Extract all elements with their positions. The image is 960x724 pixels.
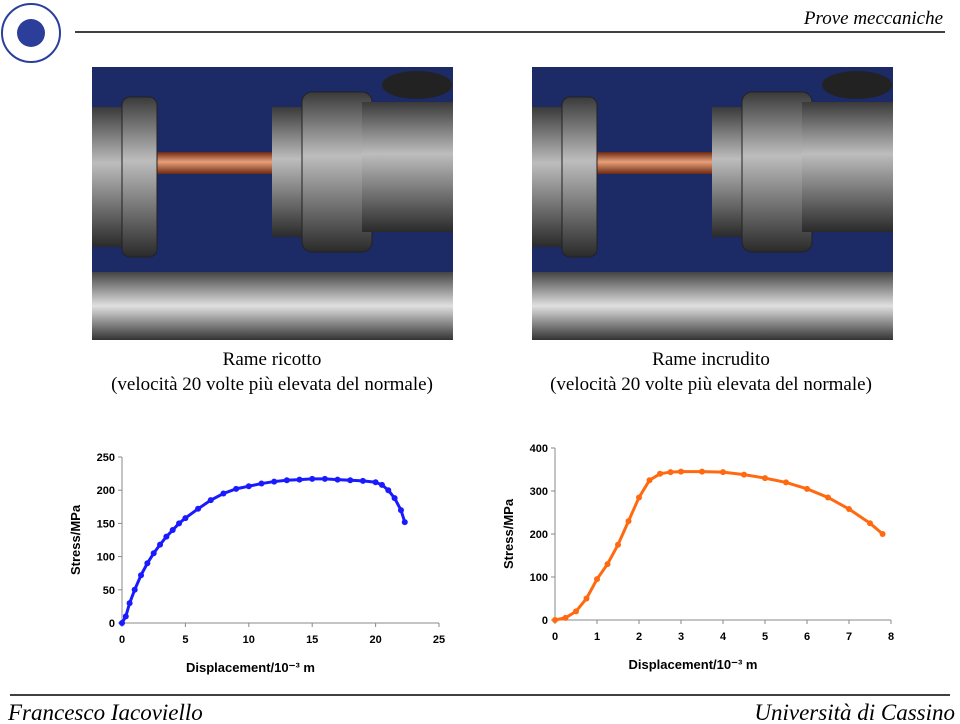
data-point <box>562 614 569 621</box>
x-tick-label: 2 <box>636 631 642 643</box>
x-tick-label: 0 <box>552 631 558 643</box>
data-point <box>150 550 157 557</box>
data-point <box>646 477 653 484</box>
data-point <box>309 475 316 482</box>
data-point <box>401 519 408 526</box>
data-point <box>583 595 590 602</box>
y-tick-label: 250 <box>97 452 115 464</box>
subcaption: (velocità 20 volte più elevata del norma… <box>111 374 433 395</box>
x-axis-label: Displacement/10⁻³ m <box>186 660 315 675</box>
data-point <box>385 487 392 494</box>
data-point <box>372 479 379 486</box>
header-title: Prove meccaniche <box>803 8 943 29</box>
x-tick-label: 20 <box>369 634 381 646</box>
x-tick-label: 0 <box>119 634 125 646</box>
data-point <box>573 608 579 615</box>
data-point <box>552 617 558 623</box>
x-axis-label: Displacement/10⁻³ m <box>629 657 758 672</box>
y-tick-label: 100 <box>97 552 115 564</box>
x-tick-label: 6 <box>804 631 810 643</box>
y-tick-label: 100 <box>530 572 548 584</box>
data-point <box>657 470 663 477</box>
data-point <box>636 494 642 501</box>
data-point <box>138 572 145 579</box>
data-point <box>122 613 129 620</box>
data-line <box>120 477 407 624</box>
data-point <box>334 476 341 483</box>
y-tick-label: 200 <box>97 485 115 497</box>
data-point <box>625 518 632 525</box>
data-point <box>667 469 674 476</box>
logo-center <box>17 19 45 47</box>
data-point <box>825 494 831 501</box>
data-point <box>783 479 789 486</box>
data-point <box>207 497 214 504</box>
x-tick-label: 8 <box>888 631 894 643</box>
x-tick-label: 4 <box>720 631 727 643</box>
data-point <box>741 471 747 478</box>
data-point <box>296 476 303 483</box>
data-point <box>804 485 810 492</box>
x-tick-label: 5 <box>182 634 188 646</box>
y-tick-label: 0 <box>109 618 115 630</box>
data-point <box>594 576 600 583</box>
data-point <box>258 480 265 487</box>
subcaption: (velocità 20 volte più elevata del norma… <box>550 374 872 395</box>
y-tick-label: 0 <box>542 615 548 627</box>
x-tick-label: 1 <box>594 631 600 643</box>
data-point <box>699 468 705 475</box>
data-point <box>720 469 726 476</box>
data-point <box>126 600 133 607</box>
data-point <box>176 520 183 527</box>
footer-author: Francesco Iacoviello <box>7 700 203 724</box>
x-tick-label: 3 <box>678 631 684 643</box>
data-point <box>157 541 164 548</box>
y-tick-label: 200 <box>530 529 548 541</box>
data-point <box>271 478 278 485</box>
data-point <box>615 541 621 548</box>
data-point <box>678 468 684 475</box>
caption: Rame ricotto <box>223 349 322 370</box>
data-point <box>391 495 398 502</box>
data-point <box>879 531 886 537</box>
data-point <box>378 481 385 488</box>
y-tick-label: 50 <box>103 585 115 597</box>
data-point <box>119 620 125 626</box>
y-tick-label: 150 <box>97 518 115 530</box>
data-point <box>220 490 227 497</box>
data-point <box>359 477 366 484</box>
y-tick-label: 400 <box>530 443 548 455</box>
photo <box>91 66 454 341</box>
y-axis-label: Stress/MPa <box>68 504 83 575</box>
data-point <box>321 475 328 482</box>
data-point <box>867 520 873 527</box>
y-axis-label: Stress/MPa <box>501 498 516 569</box>
caption: Rame incrudito <box>652 349 770 370</box>
data-point <box>762 475 768 482</box>
data-line <box>554 470 884 622</box>
data-point <box>283 477 290 484</box>
x-tick-label: 25 <box>433 634 445 646</box>
x-tick-label: 7 <box>846 631 852 643</box>
data-point <box>163 533 170 540</box>
x-tick-label: 10 <box>243 634 255 646</box>
photo <box>531 66 894 341</box>
y-tick-label: 300 <box>530 486 548 498</box>
data-point <box>144 560 151 567</box>
data-point <box>245 483 252 490</box>
data-point <box>131 586 138 593</box>
data-point <box>182 515 189 522</box>
footer-institution: Università di Cassino <box>754 700 955 724</box>
data-point <box>347 477 354 484</box>
data-point <box>195 505 202 512</box>
data-point <box>846 506 852 513</box>
data-point <box>233 485 240 492</box>
x-tick-label: 5 <box>762 631 768 643</box>
data-point <box>169 527 176 534</box>
x-tick-label: 15 <box>306 634 318 646</box>
data-point <box>397 507 404 514</box>
data-point <box>604 561 611 568</box>
